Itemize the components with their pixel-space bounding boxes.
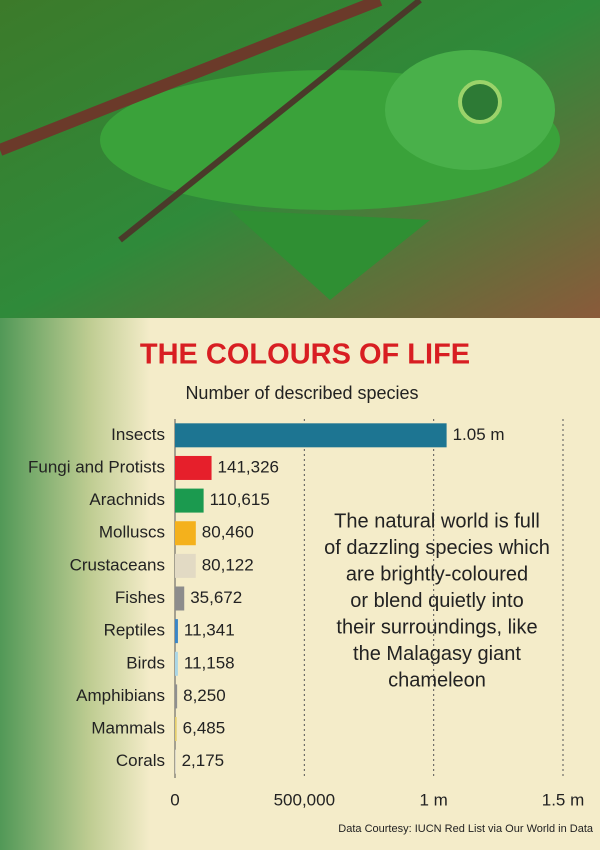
chameleon (0, 0, 560, 300)
bar (175, 423, 447, 448)
annotation-line: or blend quietly into (350, 590, 523, 612)
bar (175, 684, 178, 709)
value-label: 35,672 (190, 588, 242, 607)
category-label: Corals (116, 751, 165, 770)
bar (175, 651, 178, 676)
bar (175, 553, 196, 578)
annotation-line: The natural world is full (334, 510, 540, 532)
bar (175, 717, 177, 742)
category-label: Birds (126, 653, 165, 672)
annotation-line: chameleon (388, 669, 486, 691)
annotation-line: their surroundings, like (336, 616, 537, 638)
category-label: Fishes (115, 588, 165, 607)
bar (175, 586, 185, 611)
chart-subtitle: Number of described species (185, 383, 418, 403)
value-label: 110,615 (210, 490, 270, 509)
value-label: 11,341 (184, 621, 235, 640)
value-label: 11,158 (184, 653, 235, 672)
category-label: Crustaceans (70, 555, 165, 574)
annotation-line: the Malagasy giant (353, 643, 521, 665)
bar (175, 455, 212, 480)
bar (175, 619, 178, 644)
value-label: 80,122 (202, 555, 254, 574)
bar (175, 749, 176, 774)
category-label: Mammals (91, 719, 165, 738)
value-label: 141,326 (218, 457, 279, 476)
chart-title: THE COLOURS OF LIFE (140, 339, 470, 371)
category-label: Reptiles (104, 621, 165, 640)
category-label: Fungi and Protists (28, 457, 165, 476)
annotation-line: are brightly-coloured (346, 563, 528, 585)
source-note: Data Courtesy: IUCN Red List via Our Wor… (338, 823, 594, 835)
bar (175, 488, 204, 513)
category-label: Molluscs (99, 523, 165, 542)
category-label: Arachnids (89, 490, 165, 509)
value-label: 80,460 (202, 523, 254, 542)
foliage (0, 318, 150, 850)
bar (175, 521, 196, 546)
value-label: 8,250 (183, 686, 226, 705)
annotation-line: of dazzling species which (324, 537, 550, 559)
x-tick-label: 1 m (419, 790, 447, 809)
x-tick-label: 0 (170, 790, 179, 809)
category-label: Insects (111, 425, 165, 444)
value-label: 2,175 (182, 751, 225, 770)
x-tick-label: 500,000 (274, 790, 335, 809)
x-tick-label: 1.5 m (542, 790, 585, 809)
value-label: 6,485 (183, 719, 226, 738)
value-label: 1.05 m (453, 425, 505, 444)
category-label: Amphibians (76, 686, 165, 705)
